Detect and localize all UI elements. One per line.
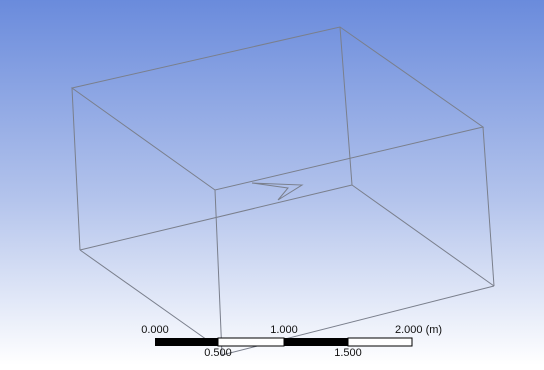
viewport: 0.000 1.000 2.000 (m) 0.500 1.500 <box>0 0 544 365</box>
scale-segment <box>218 338 284 346</box>
scale-label: 0.500 <box>204 347 232 359</box>
scale-label: 1.000 <box>270 324 298 336</box>
scale-label: 0.000 <box>141 324 169 336</box>
scale-segment <box>348 338 412 346</box>
scale-label: 1.500 <box>334 347 362 359</box>
scale-segment <box>284 338 348 346</box>
background <box>0 0 544 365</box>
scale-segment <box>155 338 218 346</box>
page: {"scale_bar": {"top_labels": ["0.000", "… <box>0 0 544 365</box>
scale-label: 2.000 (m) <box>395 324 442 336</box>
